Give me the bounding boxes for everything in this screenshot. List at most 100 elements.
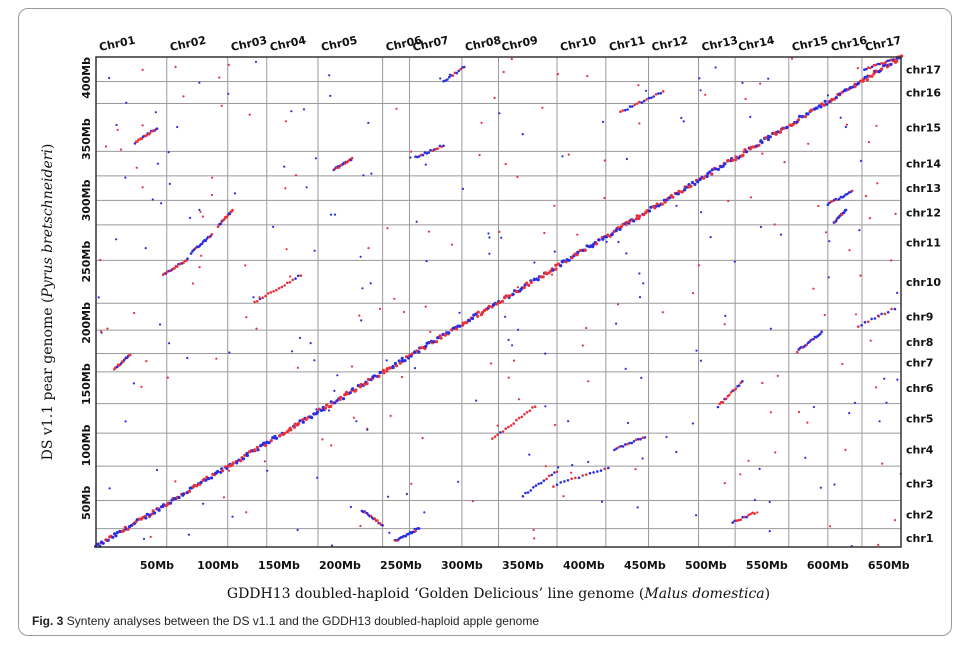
synteny-point xyxy=(552,485,555,488)
synteny-point xyxy=(716,167,721,171)
synteny-point xyxy=(298,419,302,423)
synteny-point xyxy=(556,262,561,266)
synteny-point xyxy=(388,531,391,534)
synteny-point xyxy=(141,124,144,127)
synteny-point xyxy=(764,136,768,140)
synteny-point xyxy=(215,357,218,360)
synteny-point xyxy=(680,190,685,194)
synteny-point xyxy=(767,77,770,80)
x-tick-label: 500Mb xyxy=(685,559,727,572)
synteny-point xyxy=(615,322,618,325)
y-chromosome-label: chr3 xyxy=(906,477,933,490)
synteny-point xyxy=(882,62,885,65)
synteny-point xyxy=(463,65,466,69)
synteny-point xyxy=(425,260,428,263)
synteny-point xyxy=(769,411,773,414)
synteny-point xyxy=(875,386,878,389)
synteny-point xyxy=(389,414,392,417)
synteny-point xyxy=(451,74,455,77)
synteny-point xyxy=(298,336,302,339)
synteny-point xyxy=(442,144,445,148)
synteny-point xyxy=(111,535,115,539)
synteny-point xyxy=(623,108,627,112)
synteny-point xyxy=(254,60,258,63)
synteny-point xyxy=(849,86,853,90)
synteny-point xyxy=(626,108,629,111)
synteny-point xyxy=(553,471,556,474)
synteny-point xyxy=(421,436,424,440)
synteny-point xyxy=(501,430,505,433)
synteny-point xyxy=(220,469,225,473)
synteny-point xyxy=(388,366,393,370)
synteny-point xyxy=(812,337,815,341)
synteny-point xyxy=(507,338,510,341)
synteny-point xyxy=(328,74,331,77)
x-chromosome-label: Chr10 xyxy=(559,34,598,54)
synteny-point xyxy=(543,231,546,235)
synteny-point xyxy=(329,213,333,216)
synteny-point xyxy=(498,300,502,305)
synteny-point xyxy=(207,477,211,481)
synteny-point xyxy=(702,176,706,180)
synteny-point xyxy=(544,352,547,355)
synteny-point xyxy=(504,163,507,166)
synteny-point xyxy=(700,211,703,214)
synteny-point xyxy=(544,465,547,468)
synteny-point xyxy=(533,405,537,409)
synteny-point xyxy=(735,519,738,522)
synteny-point xyxy=(812,287,815,290)
synteny-point xyxy=(642,99,646,103)
synteny-point xyxy=(567,153,570,156)
synteny-point xyxy=(186,356,189,360)
synteny-point xyxy=(581,474,584,477)
synteny-point xyxy=(659,92,663,95)
synteny-point xyxy=(838,92,842,96)
synteny-point xyxy=(551,268,555,272)
synteny-point xyxy=(834,96,838,100)
synteny-point xyxy=(747,513,750,517)
synteny-point xyxy=(162,503,166,507)
synteny-point xyxy=(291,278,295,282)
synteny-point xyxy=(355,420,358,423)
synteny-point xyxy=(400,356,404,360)
synteny-point xyxy=(877,543,880,547)
synteny-point xyxy=(641,457,644,460)
synteny-point xyxy=(566,479,570,482)
synteny-point xyxy=(523,413,526,416)
synteny-point xyxy=(495,302,499,306)
synteny-point xyxy=(198,266,201,269)
synteny-point xyxy=(182,95,185,98)
synteny-point xyxy=(680,116,683,119)
synteny-point xyxy=(567,420,570,423)
synteny-point xyxy=(661,311,664,314)
synteny-point xyxy=(168,342,171,345)
synteny-point xyxy=(610,232,614,236)
synteny-point xyxy=(602,120,605,123)
synteny-point xyxy=(266,292,270,295)
synteny-point xyxy=(493,96,496,100)
x-chromosome-label: Chr17 xyxy=(864,34,903,54)
synteny-point xyxy=(516,286,520,289)
synteny-point xyxy=(695,349,698,352)
x-chromosome-label: Chr09 xyxy=(500,34,539,54)
synteny-point xyxy=(749,196,753,199)
synteny-point xyxy=(869,339,872,342)
synteny-point xyxy=(562,259,566,263)
synteny-point xyxy=(884,60,887,64)
synteny-point xyxy=(695,514,698,517)
synteny-point xyxy=(872,63,876,67)
synteny-point xyxy=(500,236,503,239)
synteny-point xyxy=(457,480,460,483)
synteny-point xyxy=(636,506,639,509)
synteny-point xyxy=(867,140,871,144)
synteny-point xyxy=(641,436,644,440)
synteny-point xyxy=(115,238,118,241)
synteny-point xyxy=(201,215,204,218)
synteny-point xyxy=(510,344,514,347)
synteny-point xyxy=(850,189,854,193)
synteny-point xyxy=(696,180,700,184)
synteny-point xyxy=(272,225,275,228)
synteny-point xyxy=(379,307,382,310)
synteny-point xyxy=(517,398,521,401)
synteny-point xyxy=(512,359,516,362)
